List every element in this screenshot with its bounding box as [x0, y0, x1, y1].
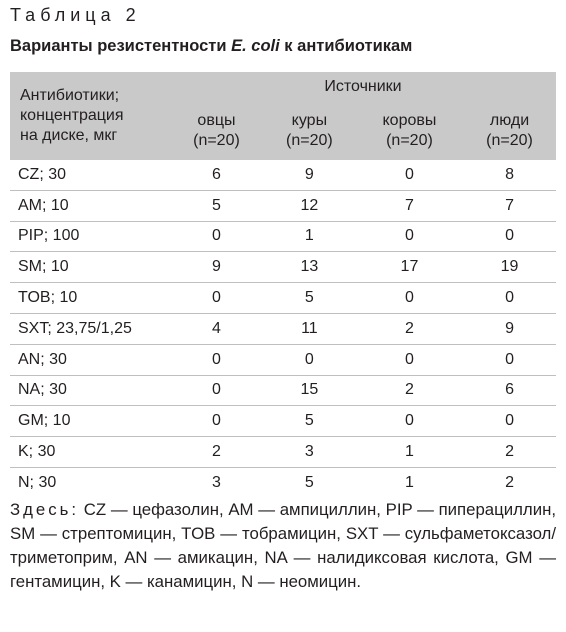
row-label: GM; 10	[10, 405, 170, 438]
cell-value: 15	[262, 375, 356, 407]
cell-value: 9	[170, 251, 263, 284]
cell-value: 2	[170, 436, 263, 468]
cell-value: 0	[355, 405, 464, 438]
row-label: PIP; 100	[10, 221, 170, 253]
table-row: N; 30 3 5 1 2	[10, 467, 556, 497]
cell-value: 0	[355, 160, 464, 191]
title-text: Варианты резистентности	[10, 37, 232, 55]
table-row: GM; 10 0 5 0 0	[10, 405, 556, 438]
cell-value: 2	[505, 473, 514, 491]
column-header-line: коровы	[382, 112, 437, 129]
header-row: овцы (n=20) куры (n=20) коровы (n=20) люди (n=2…	[10, 102, 556, 160]
note-label: Здесь:	[10, 500, 80, 519]
cell-value: 5	[304, 473, 314, 491]
cell-value: 0	[355, 344, 464, 376]
column-header-line: люди	[489, 112, 530, 129]
cell-value: 9	[463, 313, 556, 345]
title-text: к антибиотикам	[279, 37, 413, 55]
table-row: CZ; 30 6 9 0 8	[10, 160, 556, 191]
table-row: TOB; 10 0 5 0 0	[10, 282, 556, 314]
cell-value: 0	[463, 405, 556, 438]
cell-value: 2	[463, 436, 556, 468]
table-label: Таблица 2	[10, 5, 141, 25]
column-header-line: (n=20)	[286, 132, 333, 149]
corner-line: концентрация	[20, 107, 124, 124]
data-table: Антибиотики; концентрация на диске, мкг Ист…	[10, 72, 556, 498]
column-header: овцы (n=20)	[170, 102, 263, 160]
table-row: AN; 30 0 0 0 0	[10, 344, 556, 376]
table-head: Антибиотики; концентрация на диске, мкг Ист…	[10, 72, 556, 160]
cell-value: 0	[463, 282, 556, 314]
cell-value: 5	[170, 190, 263, 222]
table-title: Варианты резистентности E. coli к антиби…	[10, 37, 412, 56]
cell-value: 12	[262, 190, 356, 222]
cell-value: 1	[262, 221, 356, 253]
cell-value: 0	[170, 375, 263, 407]
column-header: коровы (n=20)	[355, 102, 464, 160]
row-label: AM; 10	[10, 190, 170, 222]
cell-value: 0	[170, 282, 263, 314]
row-label: AN; 30	[10, 344, 170, 376]
row-label: NA; 30	[10, 375, 170, 407]
cell-value: 11	[262, 313, 356, 345]
title-italic: E. coli	[231, 37, 280, 55]
corner-header: Антибиотики; концентрация на диске, мкг	[10, 72, 170, 160]
corner-line: на диске, мкг	[20, 127, 118, 144]
cell-value: 17	[355, 251, 464, 284]
row-label: SXT; 23,75/1,25	[10, 313, 170, 345]
cell-value: 4	[170, 313, 263, 345]
cell-value: 0	[463, 344, 556, 376]
cell-value: 6	[170, 160, 263, 191]
table-row: PIP; 100 0 1 0 0	[10, 221, 556, 253]
cell-value: 13	[262, 251, 356, 284]
cell-value: 6	[463, 375, 556, 407]
cell-value: 7	[463, 190, 556, 222]
cell-value: 1	[404, 473, 414, 491]
column-header-line: (n=20)	[386, 132, 433, 149]
group-header: Источники	[170, 72, 556, 102]
cell-value: 5	[262, 282, 356, 314]
column-header: люди (n=20)	[463, 102, 556, 160]
cell-value: 3	[212, 473, 221, 491]
table-row: SM; 10 9 13 17 19	[10, 251, 556, 284]
column-header: куры (n=20)	[262, 102, 356, 160]
row-label: TOB; 10	[10, 282, 170, 314]
row-label: SM; 10	[10, 251, 170, 284]
table-row: K; 30 2 3 1 2	[10, 436, 556, 468]
row-label: N; 30	[18, 473, 57, 491]
table-row: NA; 30 0 15 2 6	[10, 375, 556, 407]
cell-value: 8	[463, 160, 556, 191]
cell-value: 0	[170, 221, 263, 253]
cell-value: 1	[355, 436, 464, 468]
row-label: CZ; 30	[10, 160, 170, 191]
cell-value: 0	[170, 344, 263, 376]
cell-value: 2	[355, 375, 464, 407]
cell-value: 0	[355, 282, 464, 314]
note-text: CZ — цефазолин, AM — ампициллин, PIP — п…	[10, 500, 556, 591]
cell-value: 3	[262, 436, 356, 468]
cell-value: 5	[262, 405, 356, 438]
column-header-line: овцы	[197, 112, 236, 129]
table-row: SXT; 23,75/1,25 4 11 2 9	[10, 313, 556, 345]
cell-value: 0	[355, 221, 464, 253]
cell-value: 0	[262, 344, 356, 376]
column-header-line: куры	[291, 112, 328, 129]
cell-value: 0	[463, 221, 556, 253]
column-header-line: (n=20)	[193, 132, 240, 149]
table-body: CZ; 30 6 9 0 8 AM; 10 5 12 7 7 PIP; 100 0 1 0 0 SM; 10 9…	[10, 160, 556, 498]
cell-value: 9	[262, 160, 356, 191]
row-label: K; 30	[10, 436, 170, 468]
cell-value: 19	[463, 251, 556, 284]
note: Здесь: CZ — цефазолин, AM — ампициллин, …	[10, 498, 556, 594]
header-row: Антибиотики; концентрация на диске, мкг Ист…	[10, 72, 556, 160]
column-header-line: (n=20)	[486, 132, 533, 149]
table-row: AM; 10 5 12 7 7	[10, 190, 556, 222]
cell-value: 0	[170, 405, 263, 438]
cell-value: 7	[355, 190, 464, 222]
cell-value: 2	[355, 313, 464, 345]
corner-line: Антибиотики;	[20, 87, 120, 104]
